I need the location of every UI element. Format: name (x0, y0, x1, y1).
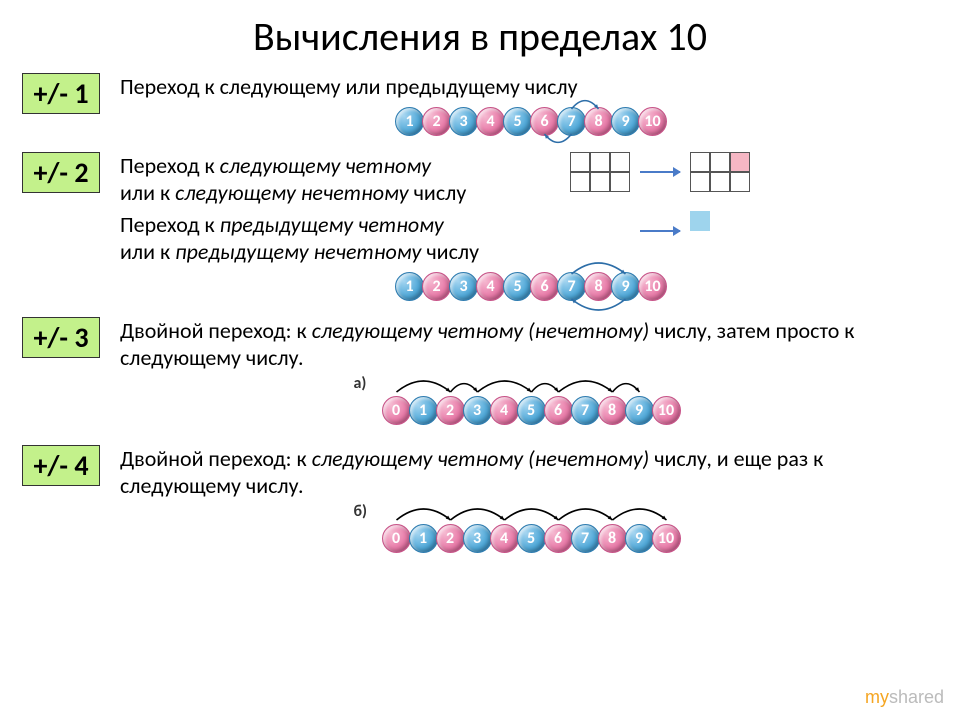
section-2: +/- 2 Переход к следующему четному или к… (0, 148, 960, 313)
number-ball: 4 (476, 107, 505, 136)
footer-logo: myshared (865, 687, 944, 708)
number-ball: 7 (557, 107, 586, 136)
number-ball: 6 (530, 272, 559, 301)
grid-diagram-2 (570, 211, 776, 251)
number-ball: 8 (598, 524, 627, 553)
number-ball: 1 (395, 107, 424, 136)
number-ball: 0 (382, 396, 411, 425)
number-ball: 9 (611, 107, 640, 136)
balls-2: 12345678910 (395, 266, 665, 311)
desc-4: Двойной переход: к следующему четному (н… (120, 445, 940, 500)
number-ball: 5 (517, 396, 546, 425)
arrow-icon (640, 230, 680, 232)
grid-diagram-1 (570, 152, 750, 192)
section-3: +/- 3 Двойной переход: к следующему четн… (0, 313, 960, 437)
number-ball: 8 (598, 396, 627, 425)
number-ball: 1 (409, 396, 438, 425)
number-ball: 8 (584, 272, 613, 301)
number-ball: 2 (422, 107, 451, 136)
number-ball: 7 (571, 396, 600, 425)
sublabel-b: б) (354, 502, 368, 521)
number-ball: 10 (638, 107, 667, 136)
number-ball: 7 (557, 272, 586, 301)
number-ball: 9 (625, 524, 654, 553)
desc-3: Двойной переход: к следующему четному (н… (120, 317, 940, 372)
badge-1: +/- 1 (22, 73, 100, 114)
balls-1: 12345678910 (395, 101, 665, 146)
desc-2b: Переход к предыдущему четному или к пред… (120, 211, 560, 266)
number-ball: 1 (409, 524, 438, 553)
number-ball: 10 (652, 396, 681, 425)
page-title: Вычисления в пределах 10 (0, 0, 960, 69)
number-ball: 7 (571, 524, 600, 553)
number-ball: 5 (517, 524, 546, 553)
number-ball: 10 (652, 524, 681, 553)
arrow-icon (640, 171, 680, 173)
balls-4: б) 012345678910 (382, 500, 679, 563)
number-ball: 1 (395, 272, 424, 301)
number-ball: 2 (436, 524, 465, 553)
number-ball: 0 (382, 524, 411, 553)
section-4: +/- 4 Двойной переход: к следующему четн… (0, 441, 960, 565)
balls-3: а) 012345678910 (382, 372, 679, 435)
number-ball: 6 (544, 524, 573, 553)
number-ball: 3 (449, 107, 478, 136)
number-ball: 6 (544, 396, 573, 425)
section-1: +/- 1 Переход к следующему или предыдуще… (0, 69, 960, 148)
desc-2a: Переход к следующему четному или к следу… (120, 152, 560, 207)
badge-3: +/- 3 (22, 317, 100, 358)
number-ball: 3 (463, 396, 492, 425)
sublabel-a: а) (354, 374, 367, 393)
number-ball: 10 (638, 272, 667, 301)
badge-2: +/- 2 (22, 152, 100, 193)
number-ball: 5 (503, 107, 532, 136)
number-ball: 8 (584, 107, 613, 136)
number-ball: 6 (530, 107, 559, 136)
number-ball: 2 (436, 396, 465, 425)
badge-4: +/- 4 (22, 445, 100, 486)
number-ball: 4 (490, 396, 519, 425)
number-ball: 9 (625, 396, 654, 425)
number-ball: 4 (490, 524, 519, 553)
number-ball: 5 (503, 272, 532, 301)
number-ball: 3 (463, 524, 492, 553)
number-ball: 3 (449, 272, 478, 301)
number-ball: 4 (476, 272, 505, 301)
number-ball: 2 (422, 272, 451, 301)
number-ball: 9 (611, 272, 640, 301)
desc-1: Переход к следующему или предыдущему чис… (120, 73, 940, 101)
